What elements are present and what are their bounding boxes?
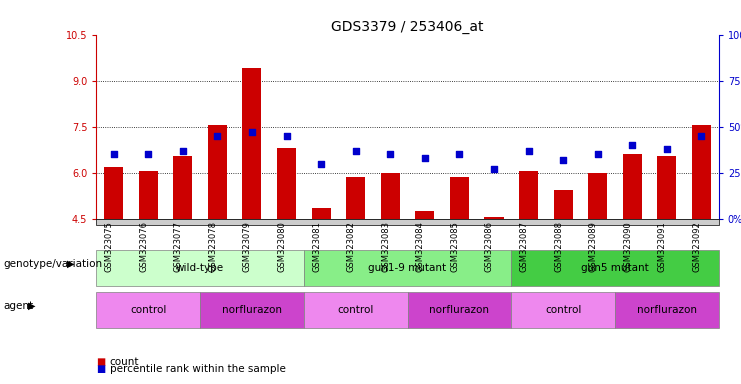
Bar <box>692 125 711 219</box>
Text: control: control <box>545 305 582 315</box>
Text: norflurazon: norflurazon <box>430 305 489 315</box>
Bar <box>139 171 158 219</box>
Title: GDS3379 / 253406_at: GDS3379 / 253406_at <box>331 20 484 33</box>
Point <box>661 146 673 152</box>
Text: agent: agent <box>4 301 34 311</box>
Text: GSM323082: GSM323082 <box>347 221 356 271</box>
Text: GSM323088: GSM323088 <box>554 221 563 272</box>
Bar <box>311 208 330 219</box>
Text: GSM323079: GSM323079 <box>243 221 252 271</box>
Point <box>246 129 258 135</box>
Text: gun1-9 mutant: gun1-9 mutant <box>368 263 447 273</box>
Point <box>592 151 604 157</box>
Text: GSM323092: GSM323092 <box>693 221 702 271</box>
Bar <box>519 171 538 219</box>
Bar <box>242 68 262 219</box>
Point <box>626 142 638 148</box>
Bar <box>415 211 434 219</box>
Text: gun5 mutant: gun5 mutant <box>581 263 649 273</box>
Point <box>315 161 327 167</box>
Point <box>211 133 223 139</box>
Point <box>350 147 362 154</box>
Point <box>419 155 431 161</box>
Text: ▶: ▶ <box>28 301 36 311</box>
Point <box>696 133 708 139</box>
Bar <box>173 156 192 219</box>
Text: ■: ■ <box>96 364 105 374</box>
Text: GSM323084: GSM323084 <box>416 221 425 271</box>
Text: control: control <box>337 305 374 315</box>
Point <box>522 147 534 154</box>
Bar <box>207 125 227 219</box>
Bar <box>381 173 399 219</box>
Text: GSM323091: GSM323091 <box>658 221 667 271</box>
Point <box>107 151 119 157</box>
Text: ▶: ▶ <box>67 259 74 269</box>
Bar <box>657 156 677 219</box>
Bar <box>622 154 642 219</box>
Bar <box>554 190 573 219</box>
Text: count: count <box>110 357 139 367</box>
Text: norflurazon: norflurazon <box>637 305 697 315</box>
Point <box>385 151 396 157</box>
Text: percentile rank within the sample: percentile rank within the sample <box>110 364 285 374</box>
Bar <box>450 177 469 219</box>
Text: control: control <box>130 305 167 315</box>
Bar <box>588 173 607 219</box>
Bar <box>346 177 365 219</box>
Bar <box>277 148 296 219</box>
Bar <box>485 217 503 219</box>
Text: GSM323076: GSM323076 <box>139 221 148 272</box>
Point <box>453 151 465 157</box>
Point <box>142 151 154 157</box>
Point <box>177 147 189 154</box>
Text: GSM323080: GSM323080 <box>278 221 287 271</box>
Text: GSM323089: GSM323089 <box>589 221 598 271</box>
Text: GSM323086: GSM323086 <box>485 221 494 272</box>
Text: wild-type: wild-type <box>176 263 224 273</box>
Point <box>557 157 569 163</box>
Text: GSM323087: GSM323087 <box>519 221 528 272</box>
Point <box>281 133 293 139</box>
Bar <box>104 167 123 219</box>
Text: GSM323083: GSM323083 <box>382 221 391 272</box>
Text: GSM323081: GSM323081 <box>312 221 321 271</box>
Text: GSM323077: GSM323077 <box>174 221 183 272</box>
Text: GSM323085: GSM323085 <box>451 221 459 271</box>
Text: GSM323090: GSM323090 <box>623 221 632 271</box>
Text: GSM323075: GSM323075 <box>104 221 113 271</box>
Text: genotype/variation: genotype/variation <box>4 259 103 269</box>
Text: GSM323078: GSM323078 <box>208 221 217 272</box>
Text: norflurazon: norflurazon <box>222 305 282 315</box>
Text: ■: ■ <box>96 357 105 367</box>
Point <box>488 166 500 172</box>
